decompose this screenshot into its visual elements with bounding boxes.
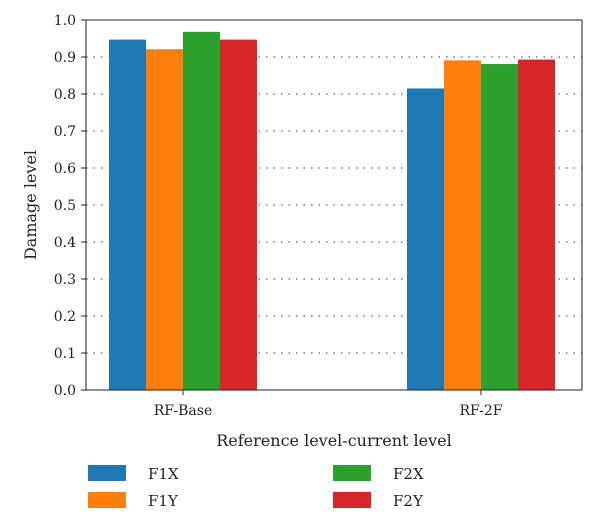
bar-f1y-rf-2f (444, 60, 481, 391)
bar-f2y-rf-2f (518, 59, 555, 391)
bar-f2x-rf-2f (481, 64, 518, 390)
x-tick-label: RF-2F (460, 403, 503, 419)
y-tick-label: 0.7 (54, 124, 76, 140)
y-tick-label: 1.0 (54, 13, 76, 29)
bar-f1y-rf-base (146, 49, 183, 390)
x-tick-label: RF-Base (154, 403, 212, 419)
bar-f2y-rf-base (220, 39, 257, 391)
legend-swatch-f2x (333, 465, 371, 481)
bars (109, 31, 555, 391)
bar-f1x-rf-base (109, 39, 146, 391)
legend: F1X F1Y F2X F2Y (88, 465, 424, 510)
legend-label-f2x: F2X (393, 465, 424, 483)
legend-label-f1x: F1X (148, 465, 179, 483)
bar-f1x-rf-2f (407, 88, 444, 390)
legend-swatch-f1x (88, 465, 126, 481)
x-axis-label: Reference level-current level (216, 431, 452, 450)
y-axis-ticks: 0.0 0.1 0.2 0.3 0.4 0.5 0.6 0.7 0.8 0.9 1.0 (54, 13, 86, 399)
y-tick-label: 0.4 (54, 235, 76, 251)
y-tick-label: 0.8 (54, 87, 76, 103)
bar-f2x-rf-base (183, 31, 220, 391)
legend-swatch-f2y (333, 492, 371, 508)
x-axis-ticks: RF-Base RF-2F (154, 390, 503, 419)
y-tick-label: 0.5 (54, 198, 76, 214)
y-tick-label: 0.0 (54, 383, 76, 399)
y-tick-label: 0.1 (54, 346, 76, 362)
legend-label-f2y: F2Y (393, 492, 424, 510)
legend-swatch-f1y (88, 492, 126, 508)
y-tick-label: 0.3 (54, 272, 76, 288)
y-tick-label: 0.6 (54, 161, 76, 177)
y-tick-label: 0.9 (54, 50, 76, 66)
legend-label-f1y: F1Y (148, 492, 179, 510)
y-tick-label: 0.2 (54, 309, 76, 325)
y-axis-label: Damage level (21, 150, 40, 260)
